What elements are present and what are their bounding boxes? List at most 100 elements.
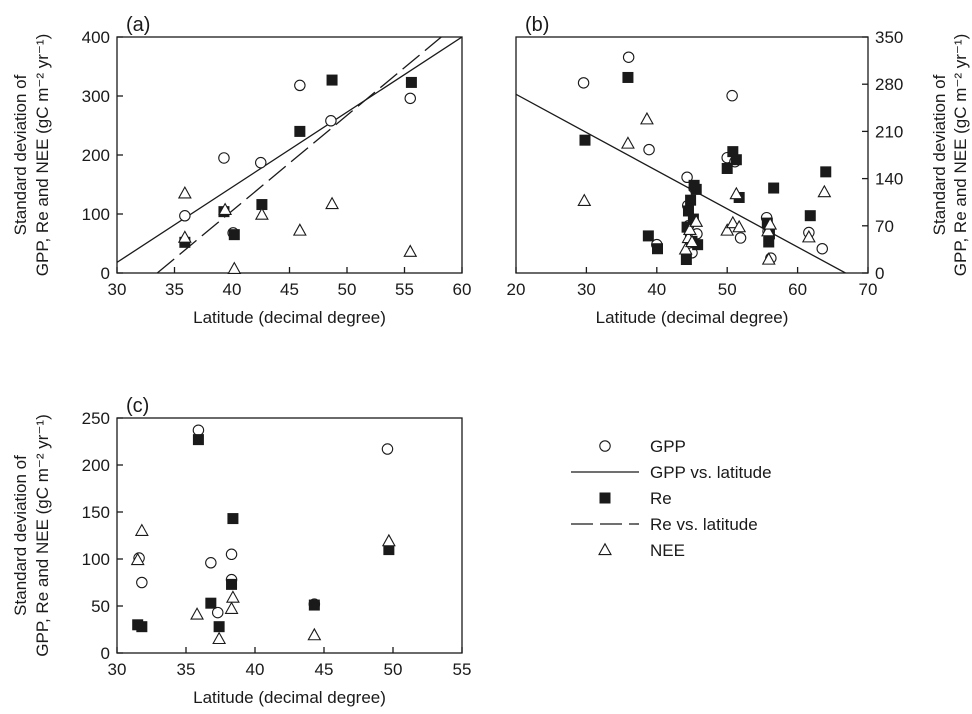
data-point-gpp-b — [644, 144, 654, 154]
y-tick-label-a: 100 — [82, 205, 110, 224]
series-nee-a — [179, 187, 416, 273]
legend-label-gpp-fit: GPP vs. latitude — [650, 463, 772, 482]
data-point-re-a — [406, 77, 416, 87]
fit-line-gpp-vs-latitude-a — [117, 37, 462, 262]
data-point-re-c — [193, 435, 203, 445]
y-tick-label-a: 400 — [82, 28, 110, 47]
data-point-gpp-c — [137, 577, 147, 587]
data-point-re-b — [821, 167, 831, 177]
data-point-nee-a — [179, 231, 191, 242]
data-point-gpp-a — [326, 116, 336, 126]
data-point-nee-b — [818, 186, 830, 197]
data-point-nee-c — [227, 591, 239, 602]
x-tick-label-b: 20 — [507, 280, 526, 299]
data-point-nee-b — [641, 113, 653, 124]
data-point-gpp-a — [219, 153, 229, 163]
data-point-nee-a — [294, 224, 306, 235]
x-tick-label-b: 50 — [718, 280, 737, 299]
y-tick-label-c: 200 — [82, 456, 110, 475]
data-point-nee-c — [136, 525, 148, 536]
data-point-nee-a — [228, 263, 240, 274]
x-tick-label-c: 35 — [177, 660, 196, 679]
data-point-re-a — [295, 126, 305, 136]
data-point-re-b — [769, 183, 779, 193]
fit-lines-a — [117, 37, 462, 273]
x-tick-label-b: 60 — [788, 280, 807, 299]
series-gpp-c — [134, 425, 393, 618]
data-point-re-b — [686, 195, 696, 205]
y-tick-label-b: 140 — [875, 170, 903, 189]
data-point-re-a — [229, 230, 239, 240]
data-point-gpp-b — [623, 52, 633, 62]
y-tick-label-a: 0 — [101, 264, 110, 283]
x-axis-label-a: Latitude (decimal degree) — [193, 308, 386, 327]
y-tick-label-a: 200 — [82, 146, 110, 165]
data-point-nee-a — [326, 198, 338, 209]
data-point-re-c — [137, 622, 147, 632]
x-tick-label-a: 35 — [165, 280, 184, 299]
data-point-re-a — [327, 75, 337, 85]
y-axis-label-line1-c: Standard deviation of — [11, 455, 30, 616]
x-tick-label-a: 45 — [280, 280, 299, 299]
data-point-nee-c — [308, 629, 320, 640]
legend-label-nee: NEE — [650, 541, 685, 560]
data-point-re-c — [228, 514, 238, 524]
fit-line-re-vs-latitude-a — [157, 37, 441, 273]
x-tick-label-b: 40 — [647, 280, 666, 299]
data-point-nee-a — [179, 187, 191, 198]
data-point-re-b — [731, 155, 741, 165]
series-re-a — [180, 75, 417, 247]
data-point-re-b — [623, 72, 633, 82]
panel-c: 30 35 40 45 50 55 0 50 100 150 200 250 (c) Latitude (… — [11, 395, 471, 707]
plot-frame-c — [117, 418, 462, 653]
data-point-gpp-b — [727, 90, 737, 100]
x-axis-label-b: Latitude (decimal degree) — [596, 308, 789, 327]
legend-item-gpp-fit: GPP vs. latitude — [571, 463, 772, 482]
y-tick-label-c: 50 — [91, 597, 110, 616]
legend: GPP GPP vs. latitude Re Re vs. latitude NEE — [571, 437, 772, 560]
panel-label-c: (c) — [126, 395, 149, 417]
series-re-c — [133, 435, 394, 632]
data-point-re-b — [580, 135, 590, 145]
y-axis-label-line1-b: Standard deviation of — [930, 74, 949, 235]
legend-swatch-nee — [599, 544, 611, 555]
data-point-gpp-c — [226, 549, 236, 559]
data-point-gpp-a — [180, 211, 190, 221]
x-tick-label-c: 50 — [384, 660, 403, 679]
y-tick-label-a: 300 — [82, 87, 110, 106]
x-tick-label-c: 45 — [315, 660, 334, 679]
series-nee-b — [578, 113, 830, 264]
data-point-re-c — [309, 600, 319, 610]
data-point-nee-c — [383, 535, 395, 546]
y-axis-label-line2-c: GPP, Re and NEE (gC m⁻² yr⁻¹) — [33, 414, 52, 656]
y-tick-label-b: 210 — [875, 122, 903, 141]
y-tick-label-b: 70 — [875, 217, 894, 236]
data-point-gpp-c — [382, 444, 392, 454]
series-gpp-a — [180, 80, 416, 238]
x-tick-label-a: 50 — [338, 280, 357, 299]
data-point-re-b — [722, 163, 732, 173]
data-point-re-b — [681, 255, 691, 265]
x-tick-label-a: 60 — [453, 280, 472, 299]
x-tick-label-c: 30 — [108, 660, 127, 679]
x-tick-label-c: 40 — [246, 660, 265, 679]
y-tick-label-c: 0 — [101, 644, 110, 663]
y-tick-label-b: 280 — [875, 75, 903, 94]
panel-label-b: (b) — [525, 14, 549, 36]
legend-label-re: Re — [650, 489, 672, 508]
data-point-gpp-c — [193, 425, 203, 435]
series-gpp-b — [578, 52, 827, 263]
legend-swatch-gpp — [600, 441, 610, 451]
data-point-re-c — [214, 622, 224, 632]
legend-label-gpp: GPP — [650, 437, 686, 456]
data-point-re-b — [653, 244, 663, 254]
y-tick-label-b: 350 — [875, 28, 903, 47]
y-axis-label-line1-a: Standard deviation of — [11, 74, 30, 235]
legend-swatch-re — [600, 493, 610, 503]
legend-item-nee: NEE — [599, 541, 685, 560]
x-tick-label-b: 30 — [577, 280, 596, 299]
data-point-re-b — [643, 231, 653, 241]
panel-a: 30 35 40 45 50 55 60 0 100 200 300 400 (a) Latitude (… — [11, 14, 471, 327]
